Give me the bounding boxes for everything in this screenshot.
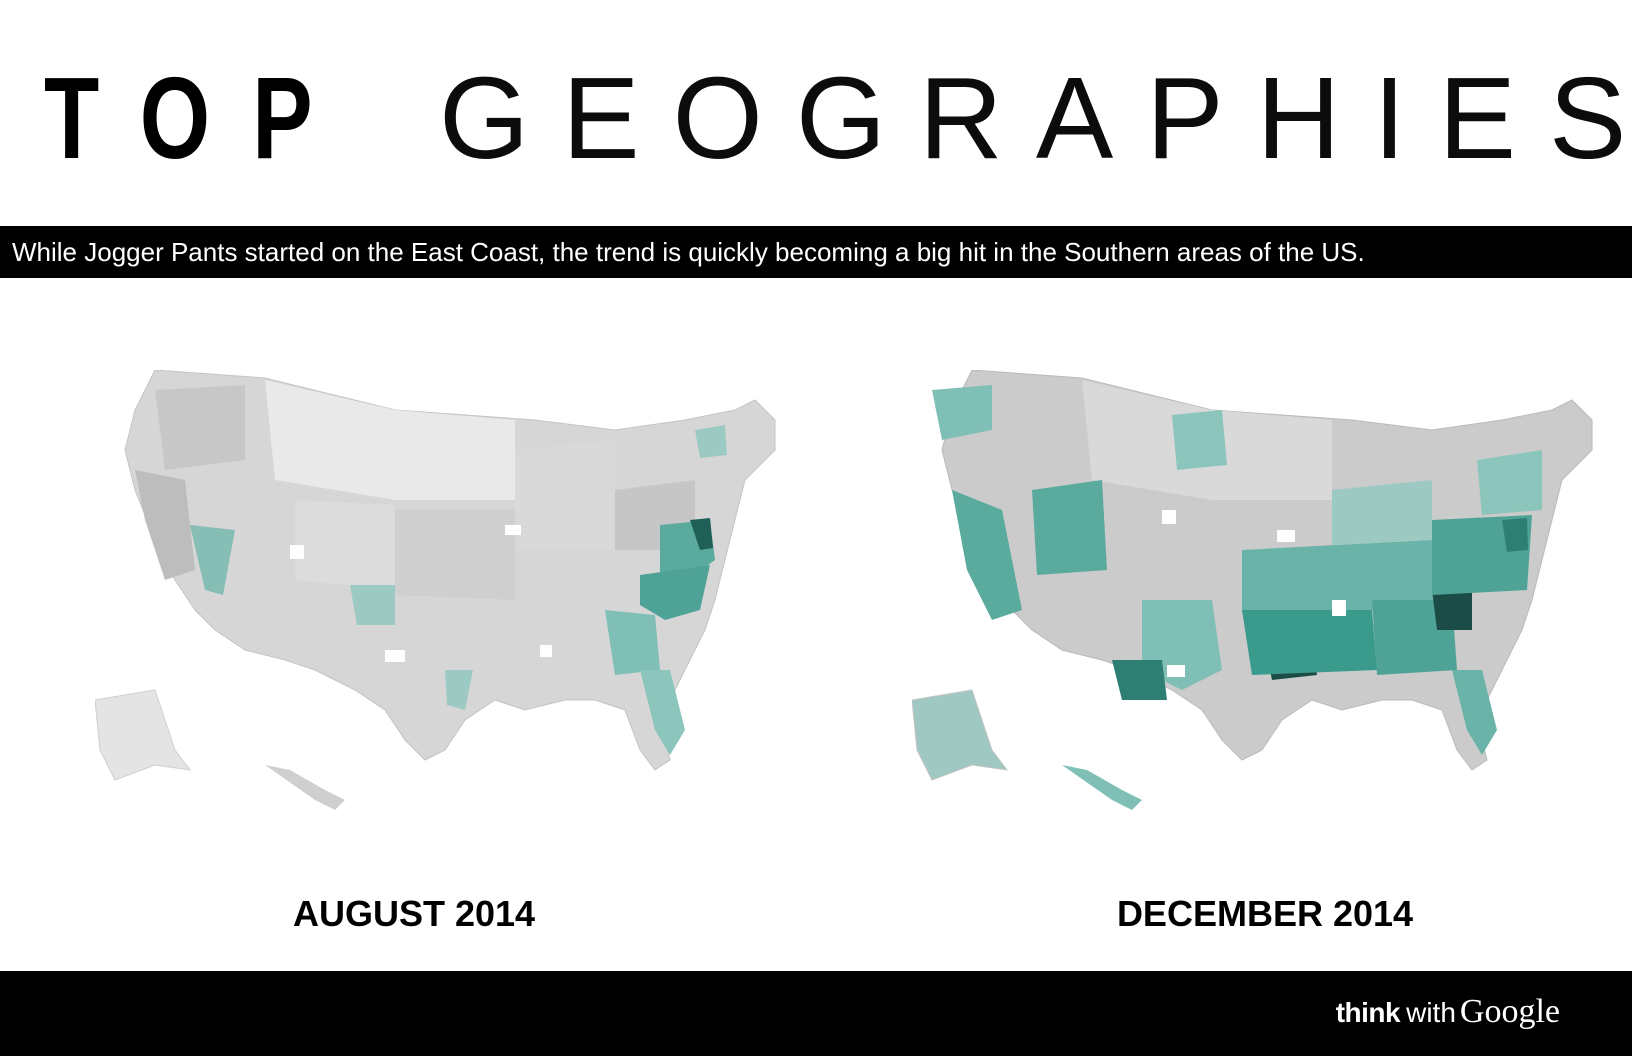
region-california [952,490,1022,620]
region-south-texas [1112,660,1167,700]
region-texas-gulf [445,670,473,710]
region-hawaii [1062,765,1142,810]
title-bold-word: TOP [44,53,355,183]
map-august [95,370,795,850]
region-new-mexico [350,585,395,625]
region-new-jersey [1502,518,1528,552]
region-alaska [912,689,1009,781]
region-mississippi-alabama [1242,610,1377,675]
region-colorado [1032,480,1107,575]
region-georgia [605,610,660,675]
us-map-august [95,370,776,810]
subtitle-banner: While Jogger Pants started on the East C… [0,226,1632,278]
region-vermont [695,425,727,458]
us-map-december [912,370,1593,810]
logo-google-text: Google [1459,993,1560,1030]
region-pacific-northwest [932,385,992,440]
think-with-google-logo[interactable]: think with Google [1336,993,1560,1031]
region-tennessee-kentucky [1242,540,1437,610]
region-maryland [690,518,713,550]
map-december [912,370,1612,850]
logo-think-text: think [1335,997,1401,1028]
logo-with-text: with [1406,997,1456,1028]
region-florida [1452,670,1497,755]
map-label-august: AUGUST 2014 [292,893,536,934]
region-new-york [1477,450,1542,515]
region-south-carolina [1432,585,1472,630]
footer-bar: think with Google [0,971,1632,1056]
region-florida [640,670,685,755]
subtitle-text: While Jogger Pants started on the East C… [12,237,1365,267]
region-alaska [95,689,192,781]
map-label-december: DECEMBER 2014 [1116,893,1414,934]
region-nevada [190,525,235,595]
region-hawaii [265,765,345,810]
region-carolinas [640,565,710,620]
title-light-word: GEOGRAPHIES [439,53,1632,183]
